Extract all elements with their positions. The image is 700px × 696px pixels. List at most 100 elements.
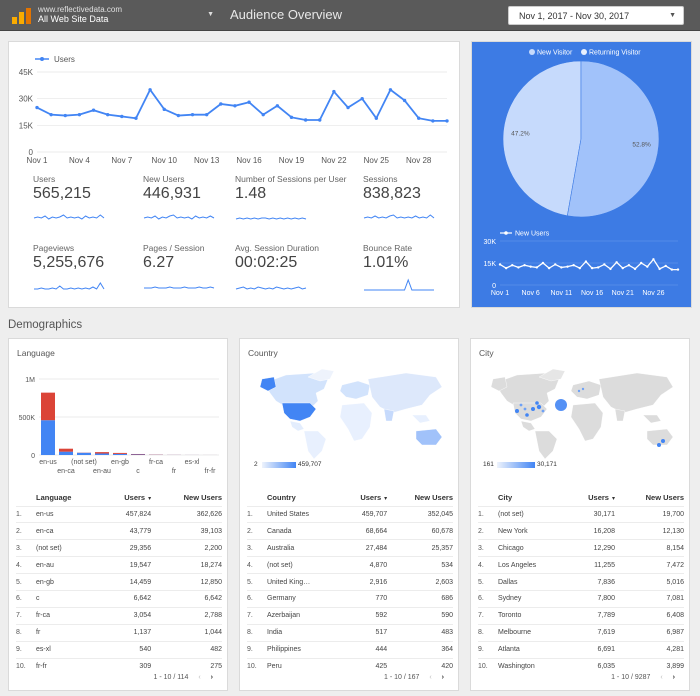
table-row[interactable]: 8. Melbourne 7,619 6,987 xyxy=(478,623,684,642)
region-india[interactable] xyxy=(383,408,395,422)
region-asia[interactable] xyxy=(598,372,674,414)
region-mexico[interactable] xyxy=(520,420,536,432)
row-index: 5. xyxy=(16,573,36,591)
table-row[interactable]: 1. United States 459,707 352,045 xyxy=(247,505,453,523)
previous-page-button[interactable]: ‹ xyxy=(660,674,663,681)
legend-new-visitor: New Visitor xyxy=(537,50,573,57)
region-southeast-asia[interactable] xyxy=(642,414,662,424)
region-alaska[interactable] xyxy=(490,376,508,392)
table-row[interactable]: 10. Washington 6,035 3,899 xyxy=(478,657,684,675)
table-row[interactable]: 1. en-us 457,824 362,626 xyxy=(16,505,222,523)
city-marker[interactable] xyxy=(581,387,585,391)
table-row[interactable]: 7. Toronto 7,789 6,408 xyxy=(478,606,684,625)
row-new-users: 12,850 xyxy=(151,573,222,591)
city-marker[interactable] xyxy=(657,443,661,447)
column-header[interactable]: Language xyxy=(36,490,101,506)
data-point xyxy=(504,266,508,270)
table-row[interactable]: 4. Los Angeles 11,255 7,472 xyxy=(478,556,684,574)
table-row[interactable]: 2. en-ca 43,779 39,103 xyxy=(16,522,222,540)
previous-page-button[interactable]: ‹ xyxy=(429,674,432,681)
next-page-button[interactable]: › xyxy=(441,674,444,681)
table-row[interactable]: 9. Atlanta 6,691 4,281 xyxy=(478,640,684,659)
table-row[interactable]: 7. fr-ca 3,054 2,788 xyxy=(16,606,222,625)
city-marker-large[interactable] xyxy=(555,399,567,411)
sparkline xyxy=(144,286,215,289)
region-australia[interactable] xyxy=(646,428,674,446)
city-marker[interactable] xyxy=(661,439,665,443)
table-row[interactable]: 9. Philippines 444 364 xyxy=(247,640,453,659)
datasource-selector[interactable]: www.reflectivedata.com All Web Site Data… xyxy=(12,5,220,27)
country-geo-map[interactable] xyxy=(246,365,454,460)
table-row[interactable]: 2. New York 16,208 12,130 xyxy=(478,522,684,540)
data-point xyxy=(639,261,643,265)
table-row[interactable]: 8. India 517 483 xyxy=(247,623,453,642)
table-row[interactable]: 10. fr-fr 309 275 xyxy=(16,657,222,675)
region-greenland[interactable] xyxy=(307,368,335,382)
date-range-picker[interactable]: Nov 1, 2017 - Nov 30, 2017 ▼ xyxy=(508,6,684,25)
region-africa[interactable] xyxy=(339,402,373,442)
data-point xyxy=(431,119,435,123)
region-south-america[interactable] xyxy=(303,430,327,460)
column-header[interactable]: Users ▾ xyxy=(567,490,615,506)
column-header[interactable]: Users ▾ xyxy=(341,490,387,506)
table-row[interactable]: 1. (not set) 30,171 19,700 xyxy=(478,505,684,523)
table-row[interactable]: 9. es-xl 540 482 xyxy=(16,640,222,659)
region-southeast-asia[interactable] xyxy=(411,414,431,424)
column-header[interactable]: New Users xyxy=(615,490,684,506)
city-marker[interactable] xyxy=(536,404,542,410)
table-row[interactable]: 5. en-gb 14,459 12,850 xyxy=(16,573,222,591)
row-new-users: 6,987 xyxy=(614,623,684,642)
column-header-label: Country xyxy=(267,493,296,503)
table-row[interactable]: 4. en-au 19,547 18,274 xyxy=(16,556,222,574)
row-users: 457,824 xyxy=(101,505,152,523)
region-africa[interactable] xyxy=(570,402,604,442)
city-marker[interactable] xyxy=(535,401,539,405)
table-row[interactable]: 4. (not set) 4,870 534 xyxy=(247,556,453,574)
sparkline xyxy=(364,278,434,291)
analytics-logo-icon xyxy=(12,8,31,24)
table-row[interactable]: 3. Australia 27,484 25,357 xyxy=(247,539,453,557)
city-marker[interactable] xyxy=(523,407,527,411)
table-row[interactable]: 3. (not set) 29,356 2,200 xyxy=(16,539,222,557)
column-header[interactable]: New Users xyxy=(151,490,222,506)
region-greenland[interactable] xyxy=(538,368,566,382)
table-row[interactable]: 5. United King… 2,916 2,603 xyxy=(247,573,453,591)
region-australia[interactable] xyxy=(415,428,443,446)
city-marker[interactable] xyxy=(525,413,529,417)
column-header-label: New Users xyxy=(414,493,453,503)
row-new-users: 18,274 xyxy=(151,556,222,574)
table-row[interactable]: 5. Dallas 7,836 5,016 xyxy=(478,573,684,591)
column-header[interactable]: Country xyxy=(267,490,341,506)
city-marker[interactable] xyxy=(515,409,519,413)
city-marker[interactable] xyxy=(577,389,581,393)
next-page-button[interactable]: › xyxy=(672,674,675,681)
region-united-states[interactable] xyxy=(281,402,317,422)
previous-page-button[interactable]: ‹ xyxy=(198,674,201,681)
table-row[interactable]: 6. Germany 770 686 xyxy=(247,589,453,608)
region-europe[interactable] xyxy=(570,380,602,400)
map-legend-gradient xyxy=(497,462,535,468)
data-point xyxy=(615,261,618,264)
column-header[interactable]: City xyxy=(498,490,567,506)
region-alaska[interactable] xyxy=(259,376,277,392)
city-geo-map[interactable] xyxy=(477,365,685,460)
table-row[interactable]: 7. Azerbaijan 592 590 xyxy=(247,606,453,625)
table-row[interactable]: 10. Peru 425 420 xyxy=(247,657,453,675)
region-europe[interactable] xyxy=(339,380,371,400)
table-row[interactable]: 3. Chicago 12,290 8,154 xyxy=(478,539,684,557)
region-south-america[interactable] xyxy=(534,430,558,460)
users-series-line xyxy=(36,88,447,122)
region-asia[interactable] xyxy=(367,372,443,414)
city-marker[interactable] xyxy=(519,403,523,407)
table-row[interactable]: 2. Canada 68,664 60,678 xyxy=(247,522,453,540)
next-page-button[interactable]: › xyxy=(210,674,213,681)
city-marker[interactable] xyxy=(541,409,545,413)
table-row[interactable]: 6. c 6,642 6,642 xyxy=(16,589,222,608)
region-mexico[interactable] xyxy=(289,420,305,432)
column-header[interactable]: New Users xyxy=(387,490,453,506)
region-india[interactable] xyxy=(614,408,626,422)
table-row[interactable]: 6. Sydney 7,800 7,081 xyxy=(478,589,684,608)
table-row[interactable]: 8. fr 1,137 1,044 xyxy=(16,623,222,642)
column-header[interactable]: Users ▾ xyxy=(101,490,151,506)
city-marker[interactable] xyxy=(531,407,535,411)
